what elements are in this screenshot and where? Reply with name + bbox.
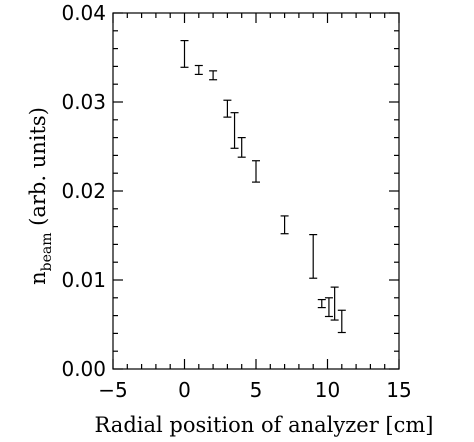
error-bars (180, 39, 346, 334)
data-point-errorbar (230, 112, 239, 149)
data-point-errorbar (237, 137, 246, 158)
x-tick-label: 10 (315, 378, 340, 402)
plot-frame (112, 12, 400, 370)
y-tick-label: 0.01 (61, 268, 106, 292)
data-point-errorbar (337, 309, 346, 334)
data-point-errorbar (330, 286, 339, 321)
y-axis-label-suffix: (arb. units) (26, 107, 50, 232)
y-tick-label: 0.04 (61, 1, 106, 25)
data-point-errorbar (309, 234, 318, 279)
tick-labels: −5 0 5 10 15 0.00 0.01 0.02 0.03 0.04 (61, 1, 411, 402)
x-axis-label: Radial position of analyzer [cm] (95, 413, 434, 437)
y-tick-label: 0.02 (61, 179, 106, 203)
x-tick-label: −5 (98, 378, 127, 402)
x-tick-label: 5 (250, 378, 263, 402)
y-tick-label: 0.03 (61, 90, 106, 114)
data-point-errorbar (252, 160, 260, 183)
y-axis-label-prefix: n (26, 271, 50, 285)
data-point-errorbar (324, 297, 333, 318)
data-point-errorbar (194, 64, 203, 76)
data-point-errorbar (223, 99, 232, 118)
data-point-errorbar (280, 215, 289, 235)
minor-ticks (113, 13, 399, 369)
x-tick-label: 0 (178, 378, 191, 402)
data-point-errorbar (180, 39, 189, 68)
y-axis-label: nbeam (arb. units) (26, 107, 55, 285)
y-tick-label: 0.00 (61, 357, 106, 381)
y-axis-label-subscript: beam (39, 233, 55, 272)
data-point-errorbar (209, 70, 218, 81)
data-point-errorbar (317, 298, 326, 309)
x-tick-label: 15 (386, 378, 411, 402)
